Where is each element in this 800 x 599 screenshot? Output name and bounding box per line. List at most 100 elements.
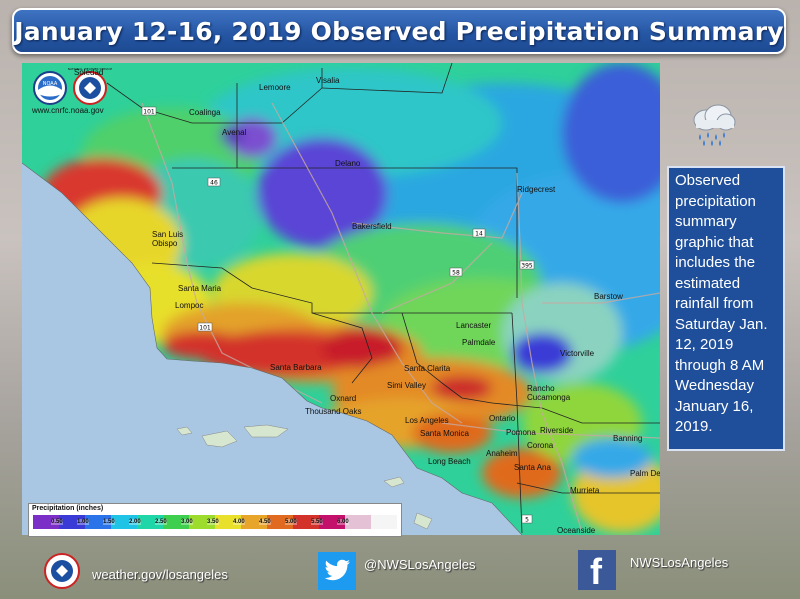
legend-swatch: 4.50	[259, 515, 293, 529]
nws-logo-icon: NATIONAL WEATHER SERVICE	[68, 67, 113, 105]
city-banning: Banning	[613, 434, 642, 443]
precipitation-map: NOAA NATIONAL WEATHER SERVICE www.cnrfc.…	[22, 63, 660, 535]
svg-text:NOAA: NOAA	[43, 81, 58, 87]
twitter-bird-icon	[318, 552, 356, 590]
city-visalia: Visalia	[316, 76, 340, 85]
highway-shield-101: 101	[141, 106, 157, 116]
legend-color-bar: 0.50 1.00 1.50 2.00 2.50 3.00 3.50 4.00 4.50 5.00…	[33, 515, 397, 529]
legend-swatch: 6.00	[337, 515, 371, 529]
channel-islands	[176, 424, 433, 530]
footer-website-link[interactable]: weather.gov/losangeles	[92, 566, 228, 582]
footer-facebook-handle[interactable]: NWSLosAngeles	[630, 554, 729, 570]
city-barstow: Barstow	[594, 292, 623, 301]
legend-value: 1.00	[77, 519, 89, 525]
city-santa-monica: Santa Monica	[420, 429, 469, 438]
facebook-f-icon: f	[578, 550, 616, 592]
county-boundaries	[106, 63, 660, 534]
highway-shield-14: 14	[472, 228, 486, 238]
city-long-beach: Long Beach	[428, 457, 471, 466]
caption-text: Observed precipitation summary graphic t…	[675, 172, 768, 435]
svg-text:395: 395	[521, 263, 533, 270]
highway-shield-101-south: 101	[197, 322, 213, 332]
city-palmdale: Palmdale	[462, 338, 496, 347]
city-ontario: Ontario	[489, 414, 516, 423]
legend-value: 1.50	[103, 519, 115, 525]
svg-text:58: 58	[452, 270, 460, 277]
city-soledad: Soledad	[74, 68, 103, 77]
highway-shield-58: 58	[449, 267, 463, 277]
legend-value: 4.50	[259, 519, 271, 525]
svg-text:101: 101	[199, 325, 211, 332]
highway-shield-46: 46	[207, 177, 221, 187]
legend-swatch: 3.50	[207, 515, 241, 529]
highways	[141, 102, 660, 534]
footer-twitter[interactable]: @NWSLosAngeles	[318, 552, 475, 590]
highway-shield-5: 5	[521, 514, 533, 524]
city-anaheim: Anaheim	[486, 449, 518, 458]
city-coalinga: Coalinga	[189, 108, 221, 117]
legend-swatch: 5.50	[311, 515, 345, 529]
city-oxnard: Oxnard	[330, 394, 356, 403]
svg-text:46: 46	[210, 180, 218, 187]
caption-box: Observed precipitation summary graphic t…	[667, 166, 785, 451]
city-delano: Delano	[335, 159, 361, 168]
legend-value: 4.00	[233, 519, 245, 525]
legend-swatch	[33, 515, 59, 529]
legend-swatch: 2.00	[129, 515, 163, 529]
noaa-logo-icon: NOAA	[33, 71, 67, 105]
city-palm-des: Palm Des	[630, 469, 660, 478]
page-title: January 12-16, 2019 Observed Precipitati…	[14, 16, 784, 46]
city-murrieta: Murrieta	[570, 486, 600, 495]
legend-value: 5.00	[285, 519, 297, 525]
svg-text:14: 14	[475, 231, 483, 238]
legend-swatch	[371, 515, 397, 529]
city-victorville: Victorville	[560, 349, 595, 358]
city-lemoore: Lemoore	[259, 83, 291, 92]
footer-facebook[interactable]: f NWSLosAngeles	[578, 550, 729, 592]
legend-value: 3.50	[207, 519, 219, 525]
city-santa-barbara: Santa Barbara	[270, 363, 322, 372]
highway-shields: 101 46 58 14 395 101 5	[141, 106, 535, 524]
legend-swatch: 1.50	[103, 515, 137, 529]
city-lancaster: Lancaster	[456, 321, 491, 330]
city-santa-maria: Santa Maria	[178, 284, 222, 293]
legend-value: 3.00	[181, 519, 193, 525]
precipitation-legend: Precipitation (inches) 0.50 1.00 1.50 2.00 2…	[28, 503, 402, 537]
legend-value: 0.50	[51, 519, 63, 525]
legend-value: 2.00	[129, 519, 141, 525]
rain-cloud-icon	[688, 102, 738, 148]
city-rancho-cucamonga: Rancho Cucamonga	[527, 384, 571, 402]
nws-footer-logo-icon	[44, 553, 80, 589]
legend-value: 2.50	[155, 519, 167, 525]
svg-text:5: 5	[525, 517, 529, 524]
legend-value: 5.50	[311, 519, 323, 525]
precip-field	[22, 63, 660, 535]
highway-shield-395: 395	[519, 260, 535, 270]
city-los-angeles: Los Angeles	[405, 416, 449, 425]
city-corona: Corona	[527, 441, 554, 450]
svg-text:NATIONAL WEATHER SERVICE: NATIONAL WEATHER SERVICE	[68, 67, 113, 71]
legend-value: 6.00	[337, 519, 349, 525]
city-avenal: Avenal	[222, 128, 247, 137]
legend-swatch: 2.50	[155, 515, 189, 529]
city-oceanside: Oceanside	[557, 526, 596, 535]
city-santa-ana: Santa Ana	[514, 463, 551, 472]
legend-swatch: 4.00	[233, 515, 267, 529]
footer-twitter-handle[interactable]: @NWSLosAngeles	[364, 556, 476, 572]
city-santa-clarita: Santa Clarita	[404, 364, 451, 373]
cnrfc-url: www.cnrfc.noaa.gov	[31, 106, 104, 115]
city-bakersfield: Bakersfield	[352, 222, 392, 231]
city-simi-valley: Simi Valley	[387, 381, 426, 390]
map-canvas: NOAA NATIONAL WEATHER SERVICE www.cnrfc.…	[22, 63, 660, 535]
city-riverside: Riverside	[540, 426, 574, 435]
title-banner: January 12-16, 2019 Observed Precipitati…	[12, 8, 786, 54]
legend-swatch: 1.00	[77, 515, 111, 529]
legend-swatch: 5.00	[285, 515, 319, 529]
footer-website[interactable]: weather.gov/losangeles	[42, 552, 228, 590]
city-labels: Visalia Lemoore Coalinga Avenal Delano R…	[74, 68, 660, 535]
city-san-luis-obispo: San Luis Obispo	[152, 230, 183, 248]
legend-title: Precipitation (inches)	[32, 505, 104, 512]
city-thousand-oaks: Thousand Oaks	[305, 407, 361, 416]
city-pomona: Pomona	[506, 428, 536, 437]
coastline	[22, 162, 523, 535]
